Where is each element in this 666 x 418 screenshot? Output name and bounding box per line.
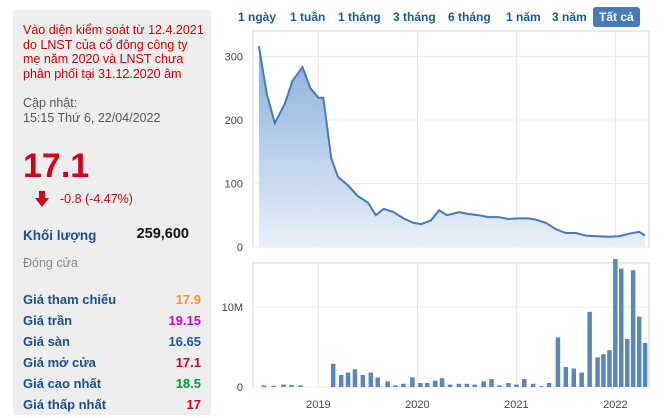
volume-bar [464, 383, 470, 387]
tab-1-month[interactable]: 1 tháng [338, 10, 381, 24]
stat-label: Giá mở cửa [23, 355, 96, 370]
volume-bar [360, 375, 366, 387]
down-arrow-icon [35, 191, 49, 207]
stock-info-panel: Vào diện kiểm soát từ 12.4.2021 do LNST … [13, 10, 211, 415]
tab-1-day[interactable]: 1 ngày [238, 10, 277, 24]
stat-row-floor: Giá sàn 16.65 [23, 334, 201, 355]
tab-all[interactable]: Tất cả [593, 7, 640, 27]
stat-label: Giá cao nhất [23, 376, 102, 391]
volume-bar [546, 383, 552, 387]
volume-bar [368, 372, 374, 387]
stat-label: Giá trần [23, 313, 73, 328]
price-stats: Giá tham chiếu 17.9 Giá trần 19.15 Giá s… [23, 292, 201, 418]
price-y-tick-label: 300 [225, 51, 243, 63]
price-y-tick-label: 0 [237, 242, 243, 254]
volume-bar [439, 378, 445, 387]
volume-bar [514, 384, 519, 387]
volume-bar [506, 383, 511, 387]
volume-bar [418, 383, 423, 387]
stat-row-ceiling: Giá trần 19.15 [23, 313, 201, 334]
volume-value: 259,600 [136, 226, 189, 242]
tab-1-week[interactable]: 1 tuần [290, 10, 326, 24]
volume-bar [330, 363, 336, 387]
control-notice: Vào diện kiểm soát từ 12.4.2021 do LNST … [23, 23, 204, 81]
volume-bar [613, 259, 618, 387]
x-tick-label: 2019 [306, 399, 330, 411]
volume-bar [472, 384, 477, 387]
updated-time: 15:15 Thứ 6, 22/04/2022 [23, 111, 161, 125]
volume-bar [298, 385, 303, 387]
volume-bar [271, 385, 276, 387]
close-label: Đóng cửa [23, 256, 78, 270]
stat-label: Giá tham chiếu [23, 292, 117, 307]
volume-bar [425, 383, 430, 387]
volume-bar [375, 377, 380, 387]
volume-bar [619, 268, 624, 387]
volume-y-tick-label: 0 [237, 382, 243, 394]
volume-bar [636, 316, 642, 387]
price-y-tick-label: 100 [225, 178, 243, 190]
stat-value: 17 [186, 397, 201, 412]
volume-bar [607, 350, 612, 387]
volume-bar [587, 311, 592, 387]
volume-bar [281, 384, 286, 387]
x-tick-label: 2022 [603, 399, 627, 411]
volume-bar [595, 357, 600, 387]
stat-value: 16.65 [168, 334, 201, 349]
updated-label: Cập nhật: [23, 96, 78, 110]
volume-bar [538, 386, 544, 387]
stat-label: Giá sàn [23, 334, 70, 349]
price-change: -0.8 (-4.47%) [60, 192, 133, 206]
volume-bar [555, 337, 561, 387]
volume-bar [530, 383, 536, 387]
volume-bar [410, 377, 415, 387]
volume-bar [456, 383, 462, 387]
volume-y-tick-label: 10M [222, 302, 243, 314]
stat-value: 17.9 [175, 292, 201, 307]
volume-bar [497, 385, 502, 387]
volume-bar [261, 385, 267, 387]
stat-value: 18.5 [175, 376, 201, 391]
stat-row-high: Giá cao nhất 18.5 [23, 376, 201, 397]
volume-bar [393, 385, 398, 387]
stat-value: 17.1 [175, 355, 201, 370]
volume-bar [563, 367, 569, 387]
x-tick-label: 2020 [405, 399, 429, 411]
volume-bar [642, 343, 648, 387]
volume-bar [345, 372, 351, 387]
volume-bar [571, 368, 576, 387]
tab-3-months[interactable]: 3 tháng [393, 10, 436, 24]
price-area [258, 46, 646, 248]
tab-1-year[interactable]: 1 năm [506, 10, 541, 24]
price-line [257, 46, 646, 238]
volume-bar [481, 381, 486, 387]
volume-bar [447, 384, 453, 387]
volume-bar [625, 339, 630, 387]
volume-bar [601, 354, 606, 387]
volume-bar [401, 383, 406, 387]
tab-6-months[interactable]: 6 tháng [448, 10, 491, 24]
volume-bar [338, 375, 344, 387]
volume-bar [289, 385, 294, 387]
stat-row-low: Giá thấp nhất 17 [23, 397, 201, 418]
stat-row-reference: Giá tham chiếu 17.9 [23, 292, 201, 313]
volume-bar [432, 380, 438, 387]
volume-bar [489, 379, 494, 387]
volume-bar [630, 270, 636, 387]
volume-bar [579, 372, 584, 387]
current-price: 17.1 [23, 147, 90, 185]
volume-label: Khối lượng [23, 228, 97, 243]
x-tick-label: 2021 [504, 399, 528, 411]
stat-label: Giá thấp nhất [23, 397, 107, 412]
price-y-tick-label: 200 [225, 115, 243, 127]
volume-bar [522, 379, 527, 387]
tab-3-years[interactable]: 3 năm [552, 10, 587, 24]
volume-bar [385, 381, 390, 387]
stat-row-open: Giá mở cửa 17.1 [23, 355, 201, 376]
volume-bar [352, 369, 358, 387]
stat-value: 19.15 [168, 313, 201, 328]
